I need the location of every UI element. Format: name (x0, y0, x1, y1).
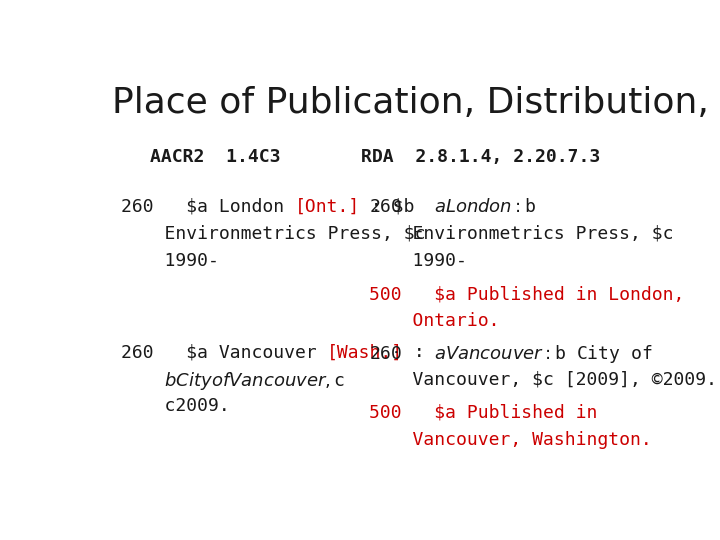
Text: [Ont.]: [Ont.] (294, 198, 360, 216)
Text: $b City of Vancouver, $c: $b City of Vancouver, $c (121, 370, 345, 393)
Text: [Wash.]: [Wash.] (328, 343, 403, 361)
Text: RDA  2.8.1.4, 2.20.7.3: RDA 2.8.1.4, 2.20.7.3 (361, 148, 600, 166)
Text: Ontario.: Ontario. (369, 312, 500, 330)
Text: : $b: : $b (360, 198, 414, 216)
Text: 1990-: 1990- (121, 252, 219, 270)
Text: :: : (403, 343, 426, 361)
Text: 500   $a Published in London,: 500 $a Published in London, (369, 285, 685, 303)
Text: 260   $a Vancouver: 260 $a Vancouver (121, 343, 328, 361)
Text: 260   $a London: 260 $a London (121, 198, 294, 216)
Text: Vancouver, $c [2009], ©2009.: Vancouver, $c [2009], ©2009. (369, 370, 717, 388)
Text: 260   $a London : $b: 260 $a London : $b (369, 198, 536, 216)
Text: Environmetrics Press, $c: Environmetrics Press, $c (121, 225, 426, 243)
Text: Place of Publication, Distribution, Etc.: Place of Publication, Distribution, Etc. (112, 85, 720, 119)
Text: 1990-: 1990- (369, 252, 467, 270)
Text: Environmetrics Press, $c: Environmetrics Press, $c (369, 225, 673, 243)
Text: 260   $a Vancouver : $b City of: 260 $a Vancouver : $b City of (369, 343, 652, 366)
Text: AACR2  1.4C3: AACR2 1.4C3 (150, 148, 281, 166)
Text: 500   $a Published in: 500 $a Published in (369, 404, 598, 422)
Text: c2009.: c2009. (121, 397, 230, 415)
Text: Vancouver, Washington.: Vancouver, Washington. (369, 431, 652, 449)
